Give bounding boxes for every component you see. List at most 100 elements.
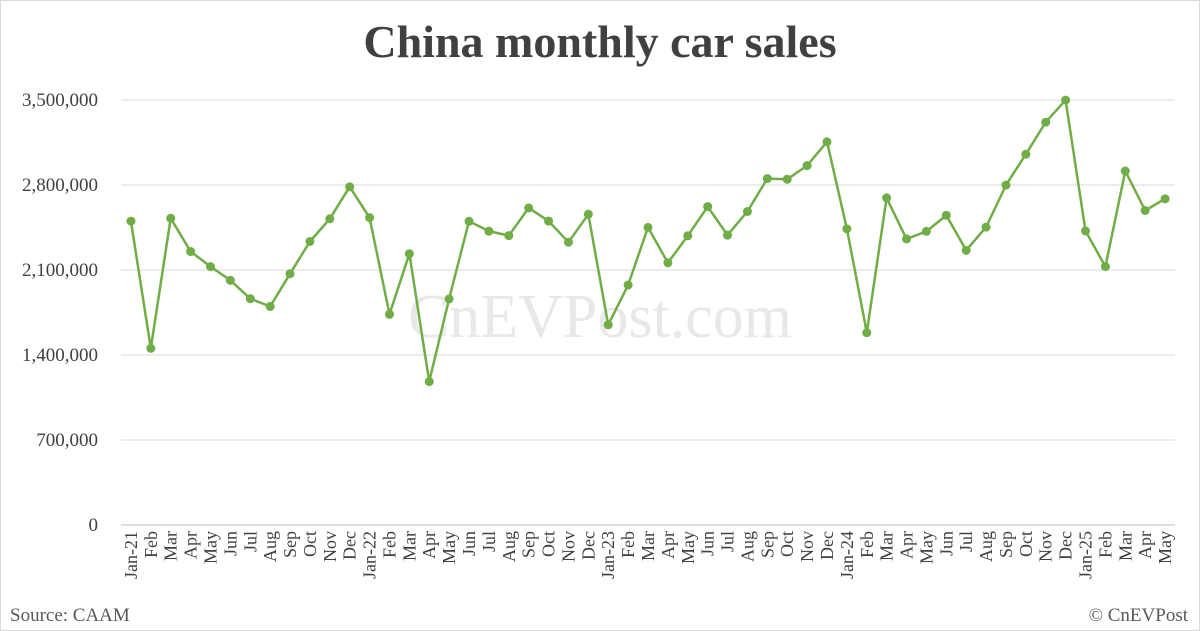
data-point bbox=[544, 216, 554, 226]
series-points bbox=[126, 95, 1170, 387]
x-tick-label: Jun bbox=[936, 531, 956, 556]
data-point bbox=[782, 174, 792, 184]
x-tick-label: Apr bbox=[1135, 531, 1155, 559]
x-tick-label: Dec bbox=[578, 531, 598, 560]
x-tick-label: Jun bbox=[698, 531, 718, 556]
data-point bbox=[504, 231, 514, 241]
data-point bbox=[325, 214, 335, 224]
data-point bbox=[643, 222, 653, 232]
data-point bbox=[563, 237, 573, 247]
credit-note: © CnEVPost bbox=[1089, 605, 1189, 626]
x-tick-label: Mar bbox=[161, 531, 181, 561]
x-tick-label: Feb bbox=[857, 531, 877, 558]
data-point bbox=[285, 269, 295, 279]
data-point bbox=[623, 280, 633, 290]
data-point bbox=[921, 226, 931, 236]
data-point bbox=[265, 302, 275, 312]
x-tick-label: Jul bbox=[240, 531, 260, 552]
x-tick-label: Feb bbox=[379, 531, 399, 558]
data-point bbox=[742, 206, 752, 216]
data-point bbox=[1001, 180, 1011, 190]
data-point bbox=[245, 294, 255, 304]
data-point bbox=[603, 320, 613, 330]
data-point bbox=[384, 309, 394, 319]
x-tick-label: May bbox=[200, 531, 220, 564]
data-point bbox=[1041, 117, 1051, 127]
data-point bbox=[305, 236, 315, 246]
chart-title: China monthly car sales bbox=[363, 16, 836, 67]
y-tick-label: 2,100,000 bbox=[22, 260, 98, 281]
x-tick-label: Dec bbox=[1056, 531, 1076, 560]
x-tick-label: Oct bbox=[300, 531, 320, 557]
x-tick-label: Sep bbox=[519, 531, 539, 558]
data-point bbox=[1021, 149, 1031, 159]
data-point bbox=[1120, 166, 1130, 176]
data-point bbox=[822, 137, 832, 147]
data-point bbox=[961, 245, 971, 255]
x-tick-label: Mar bbox=[1115, 531, 1135, 561]
x-tick-label: Feb bbox=[141, 531, 161, 558]
data-point bbox=[524, 203, 534, 213]
x-tick-label: Sep bbox=[757, 531, 777, 558]
x-tick-label: Jan-22 bbox=[360, 531, 380, 579]
data-point bbox=[762, 174, 772, 184]
data-point bbox=[981, 222, 991, 232]
y-axis-ticks: 0 700,000 1,400,000 2,100,000 2,800,000 3,500… bbox=[22, 90, 98, 536]
x-tick-label: Apr bbox=[658, 531, 678, 559]
x-tick-label: Mar bbox=[399, 531, 419, 561]
x-tick-label: Mar bbox=[877, 531, 897, 561]
x-tick-label: May bbox=[678, 531, 698, 564]
y-tick-label: 2,800,000 bbox=[22, 175, 98, 196]
y-tick-label: 3,500,000 bbox=[22, 90, 98, 111]
data-point bbox=[186, 247, 196, 257]
data-point bbox=[365, 213, 375, 223]
x-tick-label: Dec bbox=[817, 531, 837, 560]
x-tick-label: Nov bbox=[558, 531, 578, 562]
data-point bbox=[1061, 95, 1071, 105]
data-point bbox=[225, 275, 235, 285]
x-tick-label: Aug bbox=[499, 531, 519, 562]
watermark: CnEVPost.com bbox=[408, 283, 792, 351]
data-point bbox=[444, 294, 454, 304]
data-point bbox=[484, 226, 494, 236]
x-tick-label: Sep bbox=[996, 531, 1016, 558]
data-point bbox=[683, 231, 693, 241]
data-point bbox=[166, 213, 176, 223]
y-tick-label: 0 bbox=[89, 515, 99, 536]
x-tick-label: Oct bbox=[777, 531, 797, 557]
x-tick-label: Jan-24 bbox=[837, 531, 857, 579]
x-tick-label: Feb bbox=[1095, 531, 1115, 558]
data-point bbox=[1081, 226, 1091, 236]
x-tick-label: Dec bbox=[340, 531, 360, 560]
x-tick-label: Sep bbox=[280, 531, 300, 558]
data-point bbox=[862, 328, 872, 338]
x-tick-label: Aug bbox=[260, 531, 280, 562]
x-tick-label: Aug bbox=[737, 531, 757, 562]
x-tick-label: Nov bbox=[320, 531, 340, 562]
data-point bbox=[345, 182, 355, 192]
data-point bbox=[882, 193, 892, 203]
x-tick-label: Apr bbox=[181, 531, 201, 559]
y-tick-label: 1,400,000 bbox=[22, 345, 98, 366]
data-point bbox=[146, 343, 156, 353]
x-tick-label: May bbox=[439, 531, 459, 564]
x-tick-label: Jan-21 bbox=[121, 531, 141, 579]
data-point bbox=[703, 202, 713, 212]
x-tick-label: Aug bbox=[976, 531, 996, 562]
x-tick-label: Oct bbox=[539, 531, 559, 557]
data-point bbox=[1140, 206, 1150, 215]
x-tick-label: Apr bbox=[897, 531, 917, 559]
x-tick-label: Nov bbox=[1036, 531, 1056, 562]
data-point bbox=[583, 209, 593, 219]
x-tick-label: Mar bbox=[638, 531, 658, 561]
x-tick-label: Apr bbox=[419, 531, 439, 559]
x-tick-label: Jun bbox=[459, 531, 479, 556]
data-point bbox=[205, 262, 215, 272]
x-tick-label: Jun bbox=[220, 531, 240, 556]
data-point bbox=[424, 377, 434, 387]
y-tick-label: 700,000 bbox=[36, 430, 98, 451]
data-point bbox=[723, 230, 733, 240]
x-tick-label: Nov bbox=[797, 531, 817, 562]
x-tick-label: Feb bbox=[618, 531, 638, 558]
